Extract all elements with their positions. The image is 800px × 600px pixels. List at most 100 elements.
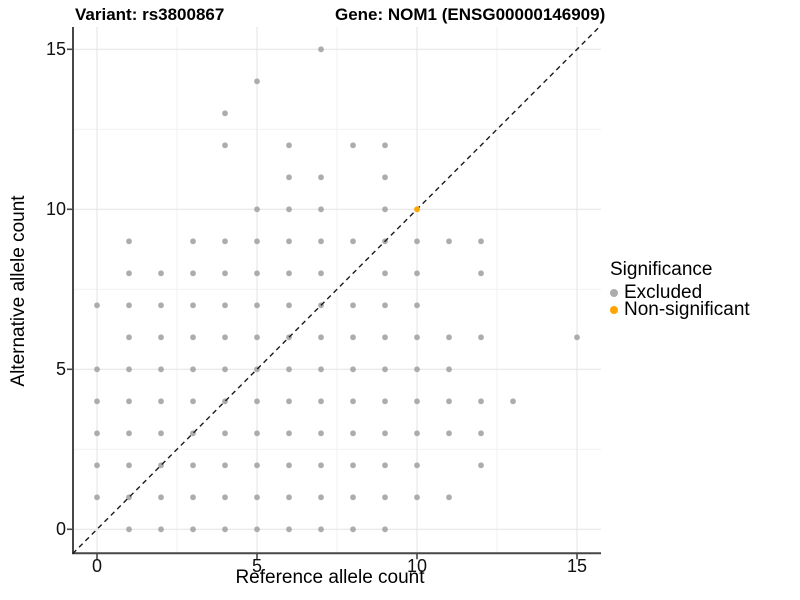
x-tick-label: 0: [91, 556, 102, 576]
data-point-excluded: [94, 398, 100, 405]
data-point-excluded: [350, 302, 356, 309]
data-point-excluded: [382, 142, 388, 149]
data-point-excluded: [318, 238, 324, 245]
data-point-excluded: [318, 46, 324, 53]
data-point-excluded: [94, 430, 100, 437]
plot-title-variant: Variant: rs3800867: [75, 5, 225, 24]
data-point-non-significant: [414, 206, 420, 213]
x-axis-title: Reference allele count: [235, 567, 425, 588]
data-point-excluded: [222, 430, 228, 437]
data-point-excluded: [446, 398, 452, 405]
data-point-excluded: [190, 462, 196, 469]
identity-line: [72, 25, 601, 555]
data-point-excluded: [126, 238, 132, 245]
x-tick-label: 5: [251, 556, 262, 576]
data-point-excluded: [190, 366, 196, 373]
data-point-excluded: [318, 270, 324, 277]
data-point-excluded: [414, 302, 420, 309]
data-point-excluded: [222, 366, 228, 373]
data-point-excluded: [350, 462, 356, 469]
data-point-excluded: [190, 398, 196, 405]
plot-title-gene: Gene: NOM1 (ENSG00000146909): [335, 5, 606, 24]
data-point-excluded: [382, 174, 388, 181]
legend-item-non-significant: Non-significant: [610, 300, 750, 319]
data-point-excluded: [126, 302, 132, 309]
data-point-excluded: [382, 494, 388, 501]
data-point-excluded: [158, 398, 164, 405]
data-point-excluded: [318, 398, 324, 405]
data-point-excluded: [446, 334, 452, 341]
data-point-excluded: [158, 366, 164, 373]
data-point-excluded: [126, 366, 132, 373]
data-point-excluded: [190, 526, 196, 533]
data-point-excluded: [254, 302, 260, 309]
data-point-excluded: [158, 270, 164, 277]
data-point-excluded: [382, 398, 388, 405]
data-point-excluded: [318, 462, 324, 469]
data-point-excluded: [126, 462, 132, 469]
data-point-excluded: [158, 526, 164, 533]
data-point-excluded: [350, 398, 356, 405]
data-point-excluded: [478, 334, 484, 341]
data-point-excluded: [126, 270, 132, 277]
data-point-excluded: [254, 462, 260, 469]
data-point-excluded: [382, 430, 388, 437]
data-point-excluded: [382, 206, 388, 213]
data-point-excluded: [414, 398, 420, 405]
data-point-excluded: [318, 334, 324, 341]
data-point-excluded: [478, 238, 484, 245]
data-point-excluded: [286, 142, 292, 149]
data-point-excluded: [158, 430, 164, 437]
data-point-excluded: [286, 462, 292, 469]
data-point-excluded: [478, 398, 484, 405]
data-point-excluded: [222, 142, 228, 149]
axis-lines: [67, 27, 601, 560]
data-point-excluded: [446, 238, 452, 245]
data-point-excluded: [414, 238, 420, 245]
data-point-excluded: [254, 206, 260, 213]
data-point-excluded: [318, 206, 324, 213]
data-point-excluded: [222, 110, 228, 117]
points-non-significant: [414, 206, 420, 213]
data-point-excluded: [414, 366, 420, 373]
data-point-excluded: [350, 526, 356, 533]
data-point-excluded: [382, 366, 388, 373]
data-point-excluded: [382, 270, 388, 277]
data-point-excluded: [286, 302, 292, 309]
x-tick-label: 10: [406, 556, 428, 576]
legend-item-label: Excluded: [624, 282, 703, 303]
data-point-excluded: [478, 270, 484, 277]
data-point-excluded: [254, 430, 260, 437]
data-point-excluded: [254, 334, 260, 341]
data-point-excluded: [254, 398, 260, 405]
data-point-excluded: [222, 526, 228, 533]
data-point-excluded: [94, 302, 100, 309]
y-tick-label: 5: [55, 359, 66, 380]
y-tick-label: 10: [45, 199, 66, 220]
data-point-excluded: [414, 430, 420, 437]
data-point-excluded: [318, 430, 324, 437]
data-point-excluded: [286, 206, 292, 213]
data-point-excluded: [286, 174, 292, 181]
data-point-excluded: [478, 462, 484, 469]
data-point-excluded: [414, 462, 420, 469]
data-point-excluded: [254, 238, 260, 245]
data-point-excluded: [318, 526, 324, 533]
data-point-excluded: [382, 302, 388, 309]
data-point-excluded: [478, 430, 484, 437]
data-point-excluded: [94, 462, 100, 469]
data-point-excluded: [254, 494, 260, 501]
data-point-excluded: [318, 494, 324, 501]
data-point-excluded: [286, 398, 292, 405]
data-point-excluded: [158, 494, 164, 501]
data-point-excluded: [222, 302, 228, 309]
data-point-excluded: [190, 238, 196, 245]
data-point-excluded: [350, 238, 356, 245]
data-point-excluded: [350, 334, 356, 341]
data-point-excluded: [222, 462, 228, 469]
data-point-excluded: [286, 494, 292, 501]
data-point-excluded: [190, 270, 196, 277]
data-point-excluded: [574, 334, 580, 341]
x-tick-label: 15: [566, 556, 588, 576]
